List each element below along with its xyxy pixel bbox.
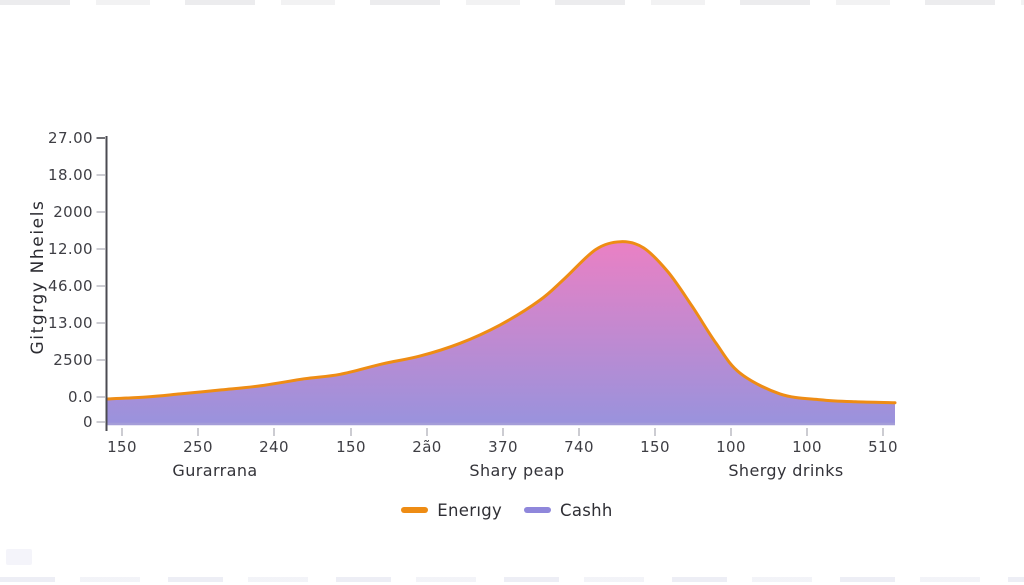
category-label: Gurarrana	[172, 461, 258, 480]
legend-item-cashh: Cashh	[524, 501, 613, 520]
category-label: Shergy drinks	[728, 461, 844, 480]
category-label: Shary peap	[469, 461, 565, 480]
y-tick-label: 0	[83, 413, 93, 431]
x-tick-label: 740	[564, 438, 594, 456]
x-tick-label: 150	[336, 438, 366, 456]
legend: Enerıgy Cashh	[0, 498, 1014, 522]
x-tick-label: 2ã0	[412, 438, 442, 456]
legend-item-energy: Enerıgy	[401, 501, 502, 520]
y-tick-label: 2000	[53, 203, 93, 221]
x-tick-label: 510	[868, 438, 898, 456]
x-tick-label: 250	[183, 438, 213, 456]
legend-swatch	[401, 507, 429, 513]
x-tick-label: 100	[716, 438, 746, 456]
y-tick-label: 12.00	[48, 240, 93, 258]
legend-label: Enerıgy	[437, 500, 503, 520]
y-tick-label: 0.0	[67, 388, 93, 406]
legend-swatch	[524, 507, 552, 513]
x-tick-label: 240	[259, 438, 289, 456]
y-tick-label: 18.00	[48, 166, 93, 184]
bottom-left-artifact	[6, 549, 32, 565]
x-tick-label: 150	[640, 438, 670, 456]
x-tick-label: 150	[107, 438, 137, 456]
y-tick-marks	[96, 137, 105, 423]
y-tick-label: 13.00	[48, 314, 93, 332]
cash-area-fill	[107, 241, 895, 423]
x-tick-label: 100	[792, 438, 822, 456]
x-tick-marks	[121, 428, 884, 436]
y-axis-title: Gitgrgy Nheiels	[28, 199, 48, 355]
legend-label: Cashh	[560, 500, 613, 520]
y-tick-label: 46.00	[48, 277, 93, 295]
energy-line	[105, 240, 897, 405]
y-tick-label: 27.00	[48, 129, 93, 147]
y-tick-label: 2500	[53, 351, 93, 369]
x-tick-label: 370	[488, 438, 518, 456]
